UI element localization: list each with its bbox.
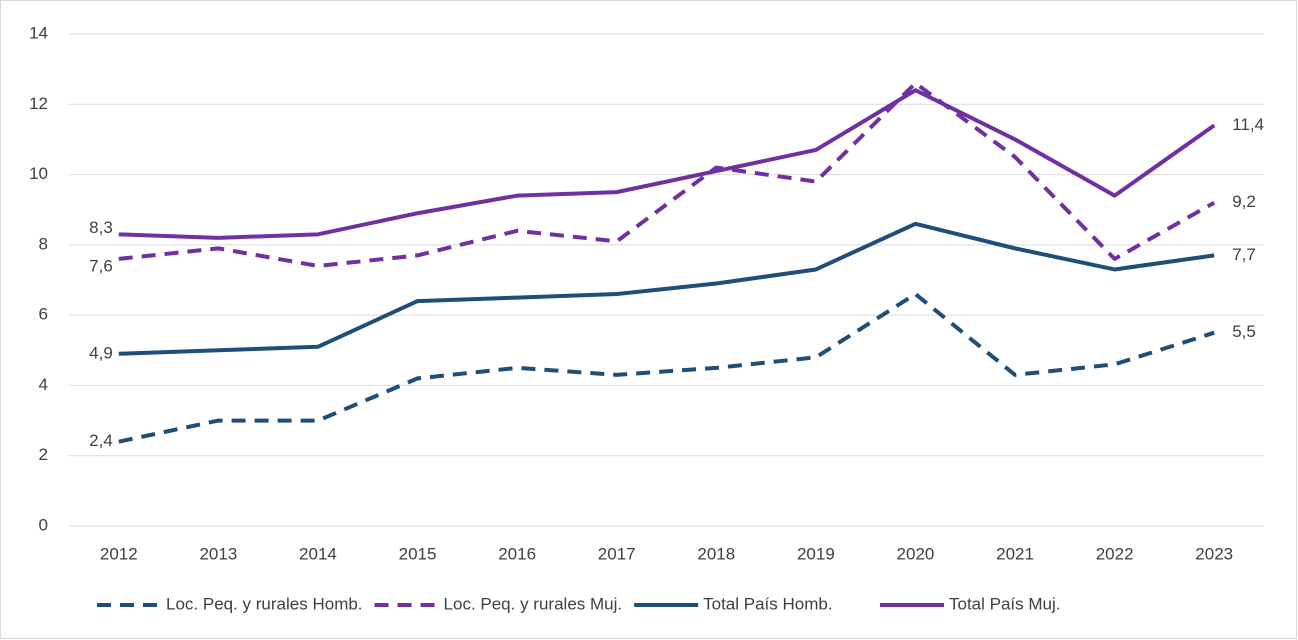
legend-label: Loc. Peq. y rurales Muj.	[444, 594, 623, 613]
y-tick-label: 0	[39, 515, 48, 534]
data-label: 11,4	[1232, 115, 1264, 134]
y-tick-label: 14	[29, 23, 48, 42]
data-label: 8,3	[89, 218, 113, 237]
x-tick-label: 2017	[598, 544, 636, 563]
series-line	[118, 221, 1215, 356]
y-tick-label: 4	[39, 375, 48, 394]
data-label: 9,2	[1232, 192, 1256, 211]
x-tick-label: 2016	[498, 544, 536, 563]
x-tick-label: 2019	[797, 544, 835, 563]
series-line	[118, 81, 1216, 268]
y-tick-label: 6	[39, 305, 48, 324]
x-tick-label: 2012	[100, 544, 138, 563]
x-tick-label: 2021	[996, 544, 1034, 563]
x-tick-label: 2022	[1096, 544, 1134, 563]
data-label: 4,9	[89, 343, 113, 362]
data-label: 7,7	[1232, 245, 1256, 264]
data-label: 5,5	[1232, 322, 1256, 341]
legend-label: Total País Homb.	[703, 594, 832, 613]
x-tick-label: 2013	[199, 544, 237, 563]
x-tick-label: 2018	[697, 544, 735, 563]
data-label: 2,4	[89, 431, 113, 450]
y-tick-label: 12	[29, 94, 48, 113]
x-tick-label: 2014	[299, 544, 337, 563]
y-tick-label: 2	[39, 445, 48, 464]
series-line	[118, 88, 1216, 240]
series-line	[118, 292, 1215, 444]
x-tick-label: 2020	[897, 544, 935, 563]
y-tick-label: 10	[29, 164, 48, 183]
y-tick-label: 8	[39, 234, 48, 253]
x-tick-label: 2015	[399, 544, 437, 563]
x-tick-label: 2023	[1195, 544, 1233, 563]
legend-label: Total País Muj.	[949, 594, 1061, 613]
data-label: 7,6	[89, 256, 113, 275]
legend-label: Loc. Peq. y rurales Homb.	[166, 594, 363, 613]
